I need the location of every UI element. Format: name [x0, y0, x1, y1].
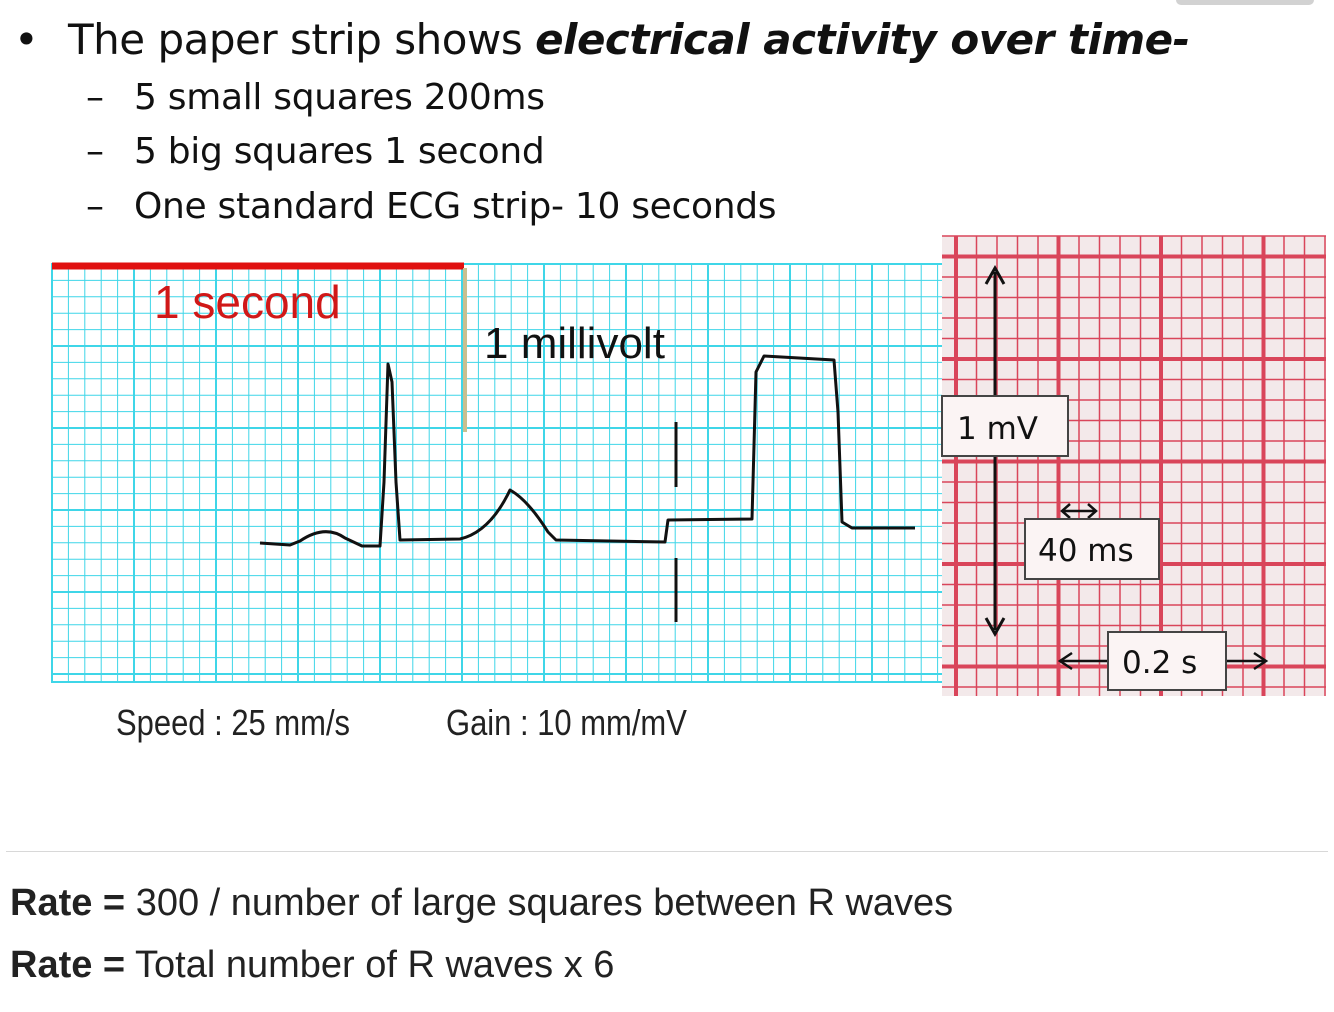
sub-item-text: 5 small squares 200ms	[134, 77, 545, 118]
formula-text: Total number of R waves x 6	[135, 944, 615, 986]
label-1mv: 1 mV	[957, 411, 1038, 447]
sub-item: –5 small squares 200ms	[86, 77, 545, 118]
paper-grid	[942, 235, 1326, 696]
bullet-text: The paper strip shows	[68, 15, 536, 64]
one-millivolt-label: 1 millivolt	[484, 319, 665, 368]
ecg-figure: 1 second 1 millivolt 1 mV 40 ms	[0, 232, 1334, 792]
formula-text: 300 / number of large squares between R …	[135, 882, 954, 924]
wide-arrow	[1057, 651, 1269, 671]
gain-caption: Gain : 10 mm/mV	[446, 702, 687, 743]
slide-text: • The paper strip shows electrical activi…	[0, 0, 1334, 240]
ecg-graphic: 1 second 1 millivolt 1 mV 40 ms	[51, 235, 1326, 696]
formula-label: Rate =	[10, 944, 126, 986]
main-bullet: • The paper strip shows electrical activi…	[14, 12, 1190, 68]
label-40ms: 40 ms	[1038, 533, 1134, 569]
sub-item-text: 5 big squares 1 second	[134, 131, 545, 172]
label-02s: 0.2 s	[1122, 645, 1197, 681]
sub-item: – One standard ECG strip- 10 seconds	[86, 186, 777, 227]
ecg-trace	[259, 354, 915, 548]
divider	[6, 851, 1328, 852]
speed-caption: Speed : 25 mm/s	[116, 702, 351, 743]
small-arrow	[1060, 503, 1098, 519]
formula-line: Rate = Total number of R waves x 6	[10, 944, 614, 987]
formula-label: Rate =	[10, 882, 126, 924]
sub-item-text: One standard ECG strip- 10 seconds	[134, 186, 777, 227]
ecg-grid	[51, 263, 945, 683]
bullet-emphasis: electrical activity over time-	[535, 15, 1190, 64]
one-second-label: 1 second	[154, 276, 341, 328]
formula-line: Rate = 300 / number of large squares bet…	[10, 882, 953, 925]
bullet-dot: •	[14, 15, 39, 64]
sub-item: –5 big squares 1 second	[86, 131, 545, 172]
scroll-handle[interactable]	[1176, 0, 1314, 5]
